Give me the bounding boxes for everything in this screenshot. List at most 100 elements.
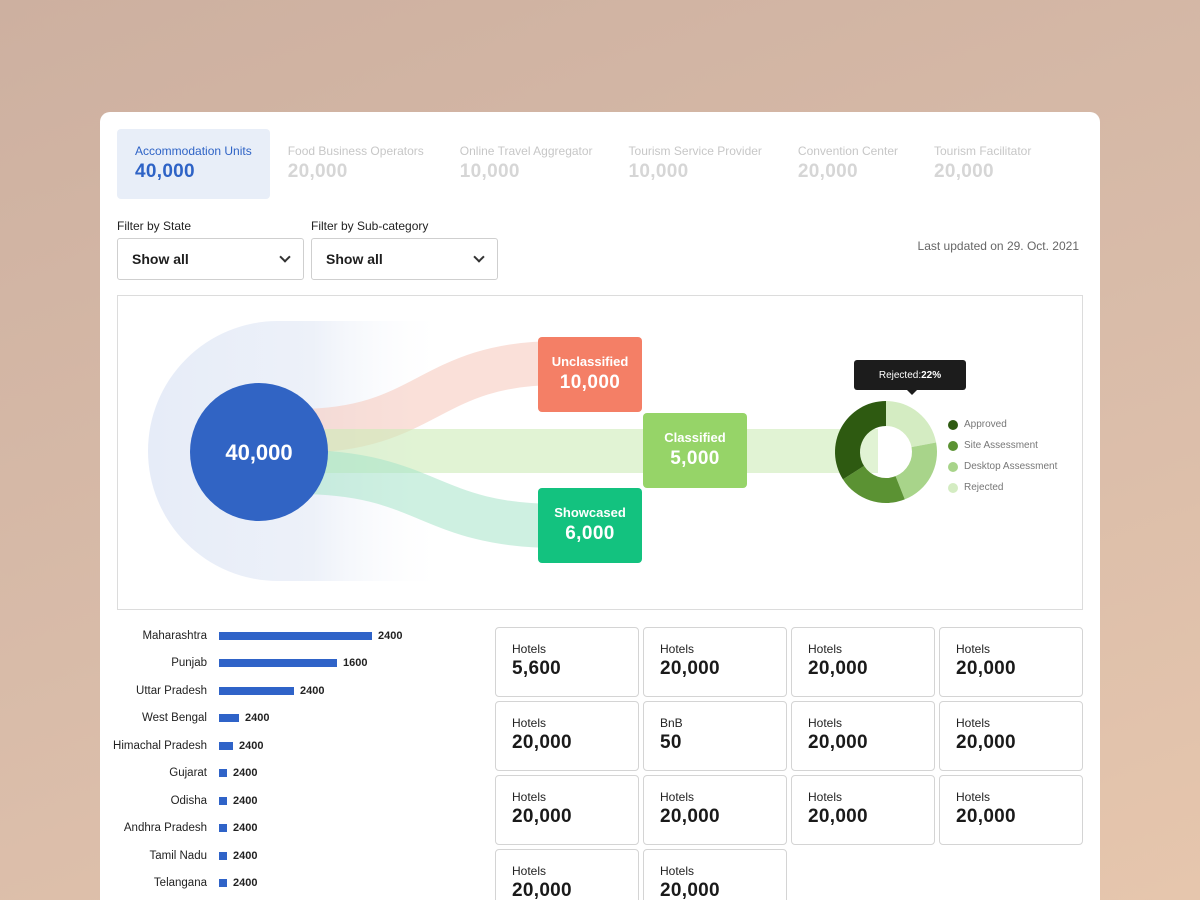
stat-value: 20,000	[808, 732, 868, 753]
stat-tile[interactable]: Hotels 20,000	[643, 849, 787, 900]
state-row: Andhra Pradesh 2400	[100, 815, 480, 843]
state-filter-label: Filter by State	[117, 219, 192, 233]
stat-tile[interactable]: Hotels 5,600	[495, 627, 639, 697]
stat-tile[interactable]: Hotels 20,000	[939, 775, 1083, 845]
stat-label: Hotels	[660, 790, 695, 804]
state-bar	[219, 741, 233, 750]
stat-tile[interactable]: Hotels 20,000	[495, 775, 639, 845]
state-value: 2400	[378, 629, 403, 642]
state-bar	[219, 769, 227, 778]
state-value: 2400	[233, 767, 258, 780]
stat-value: 20,000	[808, 658, 868, 679]
state-name: Tamil Nadu	[149, 849, 207, 862]
state-row: Punjab 1600	[100, 650, 480, 678]
total-circle	[190, 383, 328, 521]
total-value: 40,000	[225, 440, 292, 465]
stat-label: Hotels	[512, 642, 547, 656]
state-value: 2400	[233, 849, 258, 862]
stat-tile[interactable]: Hotels 20,000	[939, 627, 1083, 697]
dashboard-card: Accommodation Units 40,000 Food Business…	[100, 112, 1100, 900]
donut-segment-rejected[interactable]	[886, 401, 937, 448]
stat-label: Hotels	[660, 642, 695, 656]
stat-label: Hotels	[512, 716, 547, 730]
showcased-node[interactable]: Showcased 6,000	[538, 488, 642, 563]
stat-label: Hotels	[808, 642, 843, 656]
stat-tile[interactable]: Hotels 20,000	[939, 701, 1083, 771]
tab-value: 10,000	[628, 161, 689, 182]
legend-label: Site Assessment	[964, 440, 1038, 451]
state-name: Himachal Pradesh	[113, 739, 207, 752]
legend-item-site-assessment: Site Assessment	[948, 435, 1057, 456]
state-bar-list: Maharashtra 2400 Punjab 1600 Uttar Pradesh 24…	[100, 622, 480, 897]
state-bar	[219, 686, 294, 695]
unclassified-value: 10,000	[559, 372, 621, 393]
state-row: Himachal Pradesh 2400	[100, 732, 480, 760]
tab-tourism-facilitator[interactable]: Tourism Facilitator 20,000	[916, 129, 1049, 199]
flow-panel: 40,000 Unclassified 10,000 Classified 5,…	[117, 295, 1083, 610]
stat-tile[interactable]: Hotels 20,000	[791, 627, 935, 697]
legend-dot	[948, 440, 958, 451]
donut-segment-site-assessment[interactable]	[842, 465, 905, 503]
state-name: West Bengal	[142, 712, 207, 725]
tab-convention-center[interactable]: Convention Center 20,000	[780, 129, 916, 199]
unclassified-node[interactable]: Unclassified 10,000	[538, 337, 642, 412]
state-value: 2400	[239, 739, 264, 752]
stat-tile[interactable]: Hotels 20,000	[495, 701, 639, 771]
tooltip-value: 22%	[921, 369, 942, 381]
tab-food-business-operators[interactable]: Food Business Operators 20,000	[270, 129, 442, 199]
stat-value: 20,000	[660, 658, 720, 679]
stat-label: Hotels	[512, 790, 547, 804]
stat-label: Hotels	[956, 716, 991, 730]
state-name: Gujarat	[169, 767, 207, 780]
classified-value: 5,000	[670, 448, 720, 469]
stat-tile[interactable]: Hotels 20,000	[791, 701, 935, 771]
stat-tile[interactable]: BnB 50	[643, 701, 787, 771]
donut-segment-desktop-assessment[interactable]	[895, 442, 937, 500]
tab-tourism-service-provider[interactable]: Tourism Service Provider 10,000	[611, 129, 780, 199]
state-filter-select[interactable]: Show all	[117, 238, 304, 280]
stat-tile[interactable]: Hotels 20,000	[643, 775, 787, 845]
state-name: Andhra Pradesh	[123, 822, 207, 835]
donut-segment-approved[interactable]	[835, 401, 886, 480]
stat-label: Hotels	[660, 864, 695, 878]
subcategory-filter: Filter by Sub-category Show all	[311, 219, 498, 280]
state-row: West Bengal 2400	[100, 705, 480, 733]
stat-label: Hotels	[808, 790, 843, 804]
classified-node[interactable]: Classified 5,000	[643, 413, 747, 488]
tab-label: Convention Center	[797, 144, 898, 158]
tab-label: Tourism Service Provider	[628, 144, 762, 158]
classified-label: Classified	[664, 430, 726, 445]
stat-value: 20,000	[660, 880, 720, 900]
stat-tile[interactable]: Hotels 20,000	[643, 627, 787, 697]
state-name: Odisha	[170, 794, 207, 807]
tab-online-travel-aggregator[interactable]: Online Travel Aggregator 10,000	[442, 129, 611, 199]
stat-label: Hotels	[956, 790, 991, 804]
stat-tile[interactable]: Hotels 20,000	[495, 849, 639, 900]
subcategory-filter-label: Filter by Sub-category	[311, 219, 429, 233]
stat-value: 20,000	[808, 806, 868, 827]
state-name: Punjab	[171, 657, 207, 670]
state-bar	[219, 659, 337, 668]
showcased-value: 6,000	[565, 523, 615, 544]
tab-label: Online Travel Aggregator	[459, 144, 593, 158]
subcategory-stat-grid: Hotels 5,600 Hotels 20,000 Hotels 20,000 Hotel…	[495, 627, 1083, 900]
legend-label: Approved	[964, 419, 1007, 430]
chevron-down-icon	[473, 250, 485, 263]
unclassified-label: Unclassified	[551, 354, 629, 369]
tab-value: 20,000	[933, 161, 994, 182]
legend-item-approved: Approved	[948, 414, 1057, 435]
flow-to-unclassified	[297, 341, 559, 453]
state-value: 2400	[233, 877, 258, 890]
state-value: 1600	[343, 657, 368, 670]
stat-value: 20,000	[956, 806, 1016, 827]
stat-value: 5,600	[512, 658, 562, 679]
state-name: Telangana	[153, 877, 207, 890]
subcategory-filter-select[interactable]: Show all	[311, 238, 498, 280]
flow-diagram: 40,000	[148, 321, 937, 581]
stat-tile[interactable]: Hotels 20,000	[791, 775, 935, 845]
tab-accommodation-units[interactable]: Accommodation Units 40,000	[117, 129, 270, 199]
tooltip-label: Rejected:	[878, 369, 922, 381]
stat-value: 20,000	[512, 880, 572, 900]
state-bar	[219, 879, 227, 888]
tab-value: 10,000	[459, 161, 520, 182]
